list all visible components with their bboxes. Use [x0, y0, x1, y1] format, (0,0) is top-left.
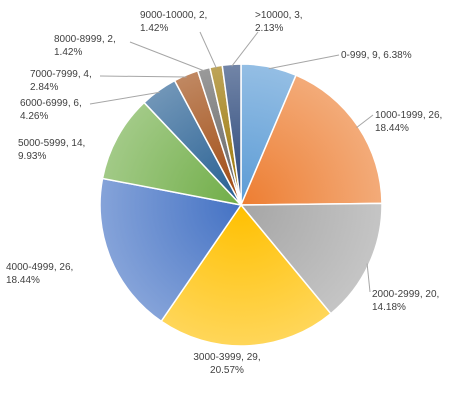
- leader-lines: [89, 31, 374, 293]
- leader-line: [89, 91, 160, 105]
- data-labels: 0-999, 9, 6.38% 1000-1999, 26, 18.44% 2000-…: [6, 10, 442, 376]
- leader-line: [99, 75, 187, 78]
- data-label: 8000-8999, 2, 1.42%: [54, 34, 116, 58]
- pie-slice-2000-2999: [239, 202, 383, 315]
- pie-slice-10000: [221, 63, 242, 206]
- leader-line: [129, 41, 205, 72]
- data-label: >10000, 3, 2.13%: [255, 10, 303, 34]
- data-label: 6000-6999, 6, 4.26%: [20, 98, 82, 122]
- pie-slices: [99, 63, 383, 347]
- pie-slice-4000-4999: [99, 177, 243, 323]
- leader-line: [231, 31, 259, 67]
- leader-line: [268, 54, 340, 70]
- data-label: 1000-1999, 26, 18.44%: [375, 110, 442, 134]
- data-label: 3000-3999, 29, 20.57%: [193, 352, 260, 376]
- pie-slice-5000-5999: [101, 101, 244, 207]
- data-label: 4000-4999, 26, 18.44%: [6, 262, 73, 286]
- leader-line: [199, 31, 217, 69]
- data-label: 5000-5999, 14, 9.93%: [18, 138, 85, 162]
- leader-line: [356, 114, 374, 128]
- data-label: 7000-7999, 4, 2.84%: [30, 69, 92, 93]
- leader-line: [366, 263, 371, 293]
- data-label: 9000-10000, 2, 1.42%: [140, 10, 207, 34]
- data-label: 0-999, 9, 6.38%: [341, 50, 412, 61]
- pie-slice-3000-3999: [160, 203, 332, 347]
- data-label: 2000-2999, 20, 14.18%: [372, 289, 439, 313]
